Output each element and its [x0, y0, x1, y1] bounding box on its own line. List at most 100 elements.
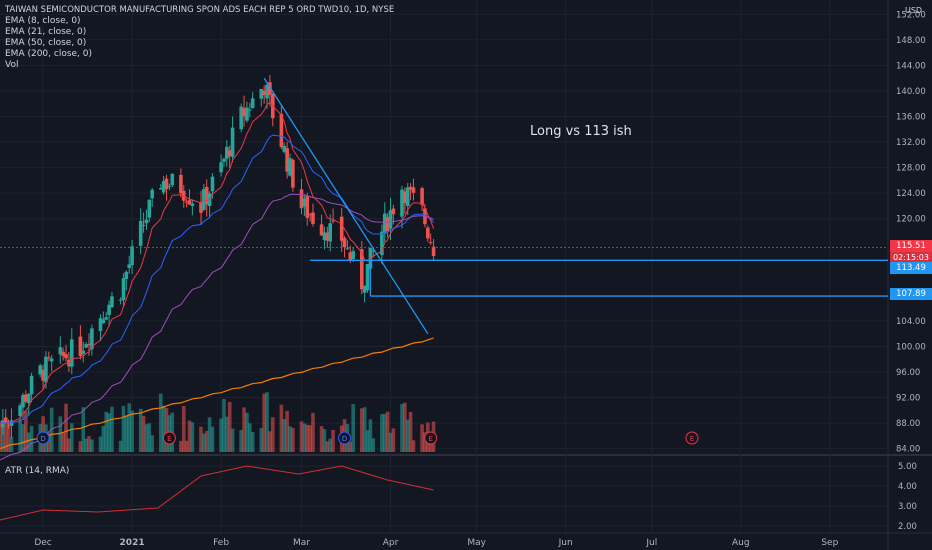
candle-body: [428, 242, 433, 244]
y-tick-label: 128.00: [896, 164, 926, 174]
volume-bar: [181, 405, 186, 452]
level-2-tag: 107.89: [890, 288, 932, 300]
candle-body: [431, 246, 436, 257]
candle-body: [282, 145, 287, 152]
candle-body: [141, 224, 146, 226]
volume-bar: [411, 440, 416, 452]
atr-pane: [0, 465, 434, 521]
volume-bar: [359, 408, 364, 452]
candle-body: [179, 174, 183, 194]
volume-bar: [382, 413, 387, 452]
volume-bar: [90, 439, 94, 452]
candle-body: [382, 213, 387, 234]
chart-annotation[interactable]: Long vs 113 ish: [530, 124, 632, 139]
candle-body: [90, 328, 94, 350]
volume-bar: [279, 404, 284, 452]
candle-body: [227, 150, 232, 157]
volume-bar: [69, 423, 74, 452]
vol-legend[interactable]: Vol: [5, 60, 19, 70]
volume-bar: [18, 419, 22, 452]
volume-bar: [391, 428, 396, 452]
volume-bar: [64, 403, 68, 452]
candle-body: [121, 278, 126, 301]
atr-line: [0, 465, 434, 521]
marker-label: D: [40, 435, 45, 443]
volume-bar: [58, 416, 63, 452]
candle-body: [265, 84, 269, 99]
candle-body: [400, 189, 404, 217]
y-tick-label: 88.00: [896, 419, 920, 429]
candle-body: [147, 199, 152, 218]
volume-bar: [87, 436, 91, 452]
volume-bar: [308, 425, 312, 452]
volume-bar: [1, 425, 5, 452]
candle-body: [322, 232, 327, 241]
volume-bar: [408, 411, 413, 452]
candle-body: [319, 224, 324, 236]
dividend-marker: [36, 431, 50, 445]
volume-bar: [158, 393, 163, 452]
earnings-marker: [162, 431, 176, 445]
symbol-title[interactable]: TAIWAN SEMICONDUCTOR MANUFACTURING SPON …: [5, 5, 395, 15]
ema50-legend[interactable]: EMA (50, close, 0): [5, 38, 87, 48]
y-tick-label: 92.00: [896, 394, 920, 404]
volume-bar: [190, 422, 195, 452]
volume-bar: [270, 417, 275, 452]
volume-bar: [348, 441, 353, 452]
volume-bar: [245, 412, 249, 452]
ema8-line: [0, 101, 435, 424]
atr-tick-label: 2.00: [898, 522, 917, 532]
volume-bar: [184, 440, 189, 452]
y-tick-label: 84.00: [896, 445, 920, 455]
marker-label: E: [428, 435, 432, 443]
atr-legend[interactable]: ATR (14, RMA): [5, 466, 70, 476]
candle-body: [325, 232, 330, 241]
candle-body: [187, 200, 192, 205]
candle-body: [288, 158, 292, 176]
volume-bar: [299, 421, 304, 452]
y-tick-label: 124.00: [896, 189, 926, 199]
volume-bar: [207, 417, 212, 452]
candle-body: [61, 351, 65, 356]
ema8-legend[interactable]: EMA (8, close, 0): [5, 16, 81, 26]
ema50-line: [0, 193, 434, 461]
volume-bar: [285, 410, 289, 452]
volume-bar: [403, 402, 407, 452]
candle-body: [405, 187, 410, 206]
candle-body: [365, 264, 370, 291]
ema200-legend[interactable]: EMA (200, close, 0): [5, 49, 93, 59]
volume-bar: [230, 428, 235, 452]
volume-bar: [144, 424, 149, 452]
candle-body: [403, 191, 407, 204]
candle-body: [305, 196, 310, 218]
x-tick-label: 2021: [120, 538, 145, 548]
candle-body: [104, 317, 109, 320]
candle-body: [29, 375, 34, 395]
ema21-line: [0, 134, 434, 424]
earnings-marker: [685, 431, 699, 445]
candle-body: [84, 344, 88, 348]
marker-label: E: [167, 435, 171, 443]
volume-bar: [147, 423, 152, 452]
y-tick-label: 140.00: [896, 87, 926, 97]
volume-bar: [405, 419, 410, 452]
candle-body: [107, 304, 111, 315]
y-tick-label: 100.00: [896, 342, 926, 352]
candle-body: [385, 217, 390, 232]
candle-body: [245, 107, 249, 121]
atr-tick-label: 5.00: [898, 462, 917, 472]
volume-bar: [225, 416, 229, 452]
candle-body: [87, 343, 91, 345]
candle-body: [411, 187, 416, 193]
volume-bar: [351, 404, 355, 452]
x-tick-label: Dec: [34, 538, 51, 548]
volume-bar: [219, 418, 223, 452]
volume-bar: [61, 433, 65, 452]
volume-bar: [164, 408, 169, 452]
volume-bar: [84, 438, 88, 452]
candle-body: [339, 216, 344, 241]
ema21-legend[interactable]: EMA (21, close, 0): [5, 27, 87, 37]
volume-bar: [265, 392, 269, 452]
